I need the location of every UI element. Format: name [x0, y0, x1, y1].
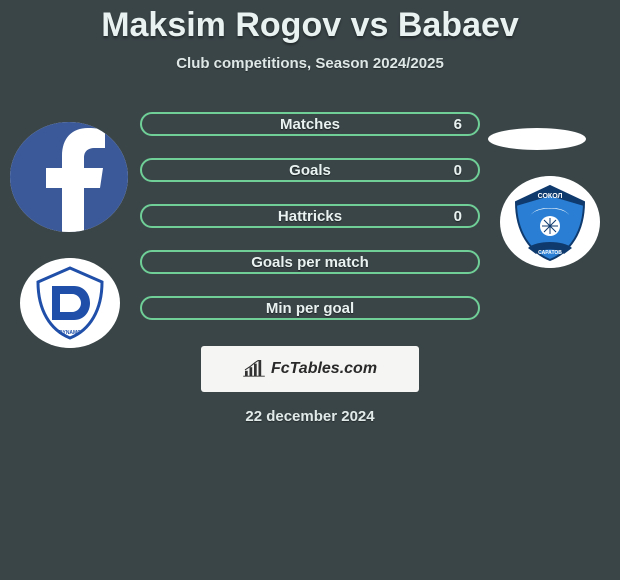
stat-label: Hattricks	[278, 208, 342, 225]
stat-row-min-per-goal: Min per goal	[140, 296, 480, 320]
stats-list: Matches 6 Goals 0 Hattricks 0 Goals per …	[140, 112, 480, 320]
stat-row-hattricks: Hattricks 0	[140, 204, 480, 228]
stat-right-value: 0	[454, 162, 462, 179]
stat-label: Min per goal	[266, 300, 354, 317]
svg-text:САРАТОВ: САРАТОВ	[538, 250, 562, 256]
stat-right-value: 0	[454, 208, 462, 225]
brand-text: FcTables.com	[271, 360, 377, 378]
stat-right-value: 6	[454, 116, 462, 133]
facebook-icon	[10, 122, 128, 232]
stat-row-goals: Goals 0	[140, 158, 480, 182]
brand-attribution[interactable]: FcTables.com	[201, 346, 419, 392]
sokol-badge-icon: СОКОЛ САРАТОВ	[500, 176, 600, 268]
club-right-badge: СОКОЛ САРАТОВ	[500, 176, 600, 268]
player-right-avatar	[488, 128, 586, 150]
stat-label: Goals per match	[251, 254, 369, 271]
player-left-avatar	[10, 122, 128, 232]
stat-label: Matches	[280, 116, 340, 133]
bar-chart-icon	[243, 360, 265, 378]
stat-row-goals-per-match: Goals per match	[140, 250, 480, 274]
dynamo-badge-icon: DYNAMO	[20, 258, 120, 348]
club-left-badge: DYNAMO	[20, 258, 120, 348]
page-title: Maksim Rogov vs Babaev	[0, 0, 620, 45]
svg-text:СОКОЛ: СОКОЛ	[538, 193, 563, 200]
subtitle: Club competitions, Season 2024/2025	[0, 55, 620, 72]
stat-row-matches: Matches 6	[140, 112, 480, 136]
stat-label: Goals	[289, 162, 331, 179]
date-text: 22 december 2024	[0, 408, 620, 425]
svg-text:DYNAMO: DYNAMO	[59, 330, 81, 336]
